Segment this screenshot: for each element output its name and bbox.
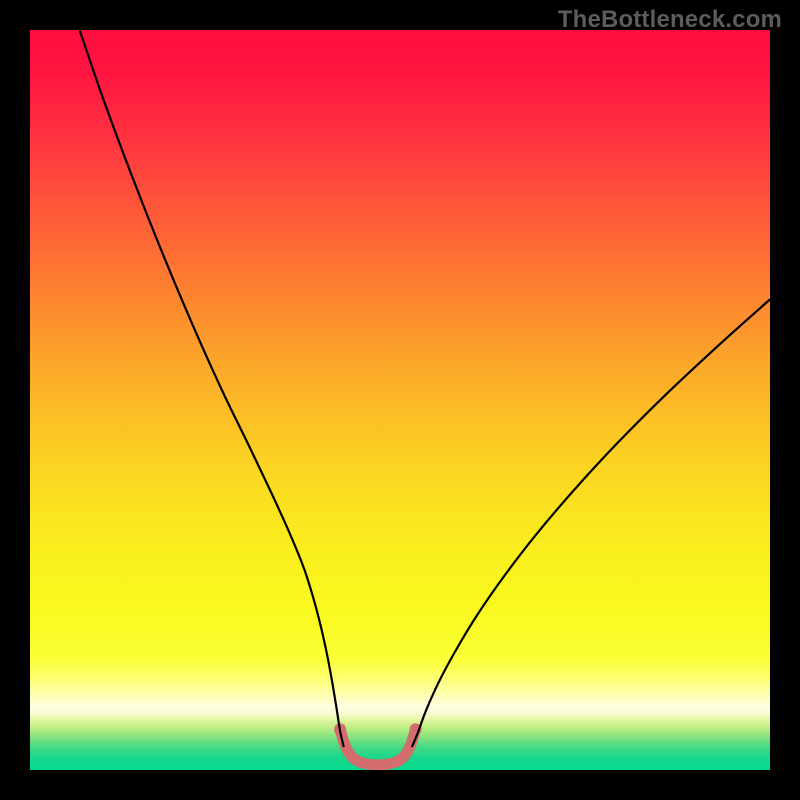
chart-svg — [30, 30, 770, 770]
outer-frame: TheBottleneck.com — [0, 0, 800, 800]
plot-area — [30, 30, 770, 770]
watermark-label: TheBottleneck.com — [558, 6, 782, 34]
